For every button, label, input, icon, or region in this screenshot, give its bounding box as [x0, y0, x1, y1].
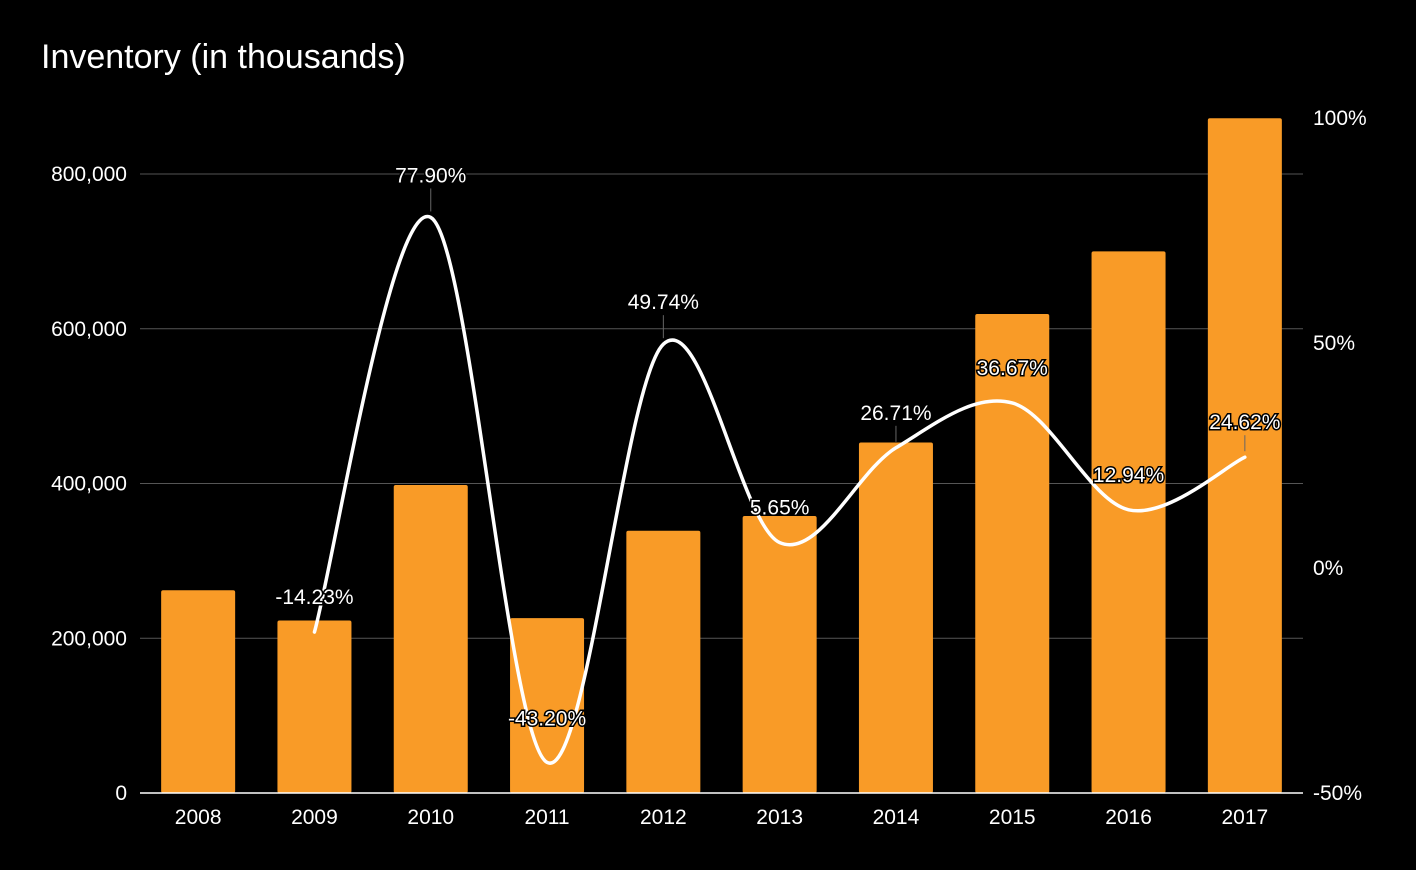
y-right-tick-label: 100% — [1313, 107, 1367, 130]
bar — [626, 530, 701, 793]
x-tick-label: 2015 — [989, 806, 1036, 829]
x-tick-label: 2013 — [756, 806, 803, 829]
x-tick-label: 2012 — [640, 806, 687, 829]
y-right-tick-label: 50% — [1313, 332, 1355, 355]
growth-line — [312, 215, 1247, 765]
x-tick-label: 2010 — [407, 806, 454, 829]
chart-title: Inventory (in thousands) — [41, 38, 406, 76]
data-label: 24.62% — [1209, 411, 1280, 434]
data-label: 26.71% — [860, 402, 931, 425]
x-tick-label: 2008 — [175, 806, 222, 829]
data-label: -14.23% — [275, 586, 353, 609]
bar — [975, 314, 1050, 793]
data-label: -43.20% — [508, 707, 586, 730]
y-right-tick-label: -50% — [1313, 782, 1362, 805]
bar — [393, 485, 468, 793]
x-tick-label: 2017 — [1221, 806, 1268, 829]
bar — [742, 515, 817, 793]
x-tick-label: 2014 — [873, 806, 920, 829]
x-tick-label: 2011 — [524, 806, 569, 829]
y-left-tick-label: 400,000 — [51, 473, 127, 496]
bar — [1091, 251, 1166, 793]
y-right-tick-label: 0% — [1313, 557, 1343, 580]
data-label: 77.90% — [395, 164, 466, 187]
bar — [510, 618, 585, 793]
data-label: 49.74% — [628, 291, 699, 314]
data-label: 36.67% — [977, 357, 1048, 380]
bar — [858, 442, 933, 793]
x-tick-label: 2016 — [1105, 806, 1152, 829]
data-label: 12.94% — [1093, 464, 1164, 487]
y-left-tick-label: 600,000 — [51, 318, 127, 341]
bar — [277, 620, 352, 793]
bar — [161, 590, 236, 793]
y-left-tick-label: 200,000 — [51, 627, 127, 650]
data-label: 5.65% — [750, 497, 810, 520]
y-left-tick-label: 800,000 — [51, 163, 127, 186]
x-tick-label: 2009 — [291, 806, 338, 829]
y-left-tick-label: 0 — [115, 782, 127, 805]
